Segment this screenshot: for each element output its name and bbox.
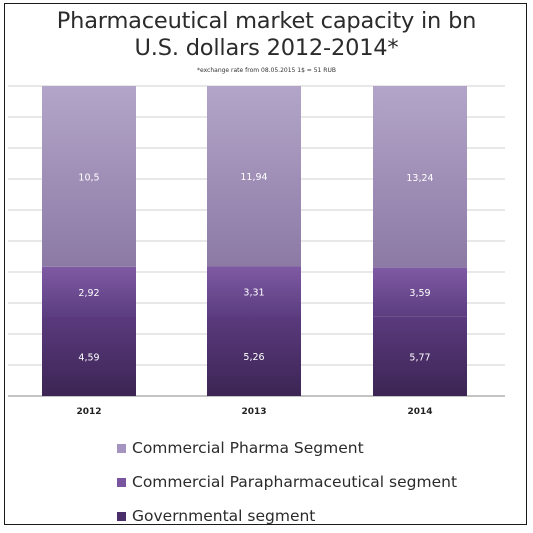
data-label-commercial-parapharmaceutical-segment-2012: 2,92 <box>78 288 99 299</box>
chart-subtitle: *exchange rate from 08.05.2015 1$ = 51 R… <box>197 67 336 74</box>
x-tick-labels: 2012 2013 2014 <box>76 407 432 417</box>
data-label-governmental-segment-2012: 4,59 <box>78 352 99 363</box>
bar-governmental-segment-2014 <box>373 316 467 396</box>
legend-swatch <box>117 444 126 453</box>
bar-commercial-parapharmaceutical-segment-2013 <box>207 266 301 317</box>
data-label-commercial-pharma-segment-2014: 13,24 <box>406 173 433 184</box>
x-tick-2013: 2013 <box>241 407 266 417</box>
chart-title-line-1: Pharmaceutical market capacity in bn <box>56 8 477 34</box>
bar-commercial-parapharmaceutical-segment-2014 <box>373 267 467 317</box>
x-tick-2014: 2014 <box>407 407 432 417</box>
data-label-commercial-pharma-segment-2012: 10,5 <box>78 172 99 183</box>
data-labels: 4,59 2,92 10,5 5,26 3,31 11,94 5,77 3,59 13,24 <box>78 172 433 363</box>
bar-governmental-segment-2012 <box>42 316 136 396</box>
bar-commercial-parapharmaceutical-segment-2012 <box>42 266 136 317</box>
legend-label: Governmental segment <box>132 507 316 525</box>
x-tick-2012: 2012 <box>76 407 101 417</box>
data-label-governmental-segment-2014: 5,77 <box>409 352 430 363</box>
data-label-commercial-pharma-segment-2013: 11,94 <box>240 172 267 183</box>
bars <box>42 86 467 396</box>
legend-label: Commercial Parapharmaceutical segment <box>132 473 458 491</box>
data-label-governmental-segment-2013: 5,26 <box>243 352 264 363</box>
chart-title: Pharmaceutical market capacity in bn U.S… <box>0 8 533 62</box>
legend-swatch <box>117 478 126 487</box>
bar-governmental-segment-2013 <box>207 316 301 396</box>
bar-commercial-pharma-segment-2012 <box>42 86 136 267</box>
bar-commercial-pharma-segment-2014 <box>373 86 467 268</box>
data-label-commercial-parapharmaceutical-segment-2013: 3,31 <box>243 287 264 298</box>
legend-swatch <box>117 512 126 521</box>
legend-label: Commercial Pharma Segment <box>132 439 364 457</box>
bar-commercial-pharma-segment-2013 <box>207 86 301 267</box>
chart-title-line-2: U.S. dollars 2012-2014* <box>134 35 399 61</box>
data-label-commercial-parapharmaceutical-segment-2014: 3,59 <box>409 288 430 299</box>
